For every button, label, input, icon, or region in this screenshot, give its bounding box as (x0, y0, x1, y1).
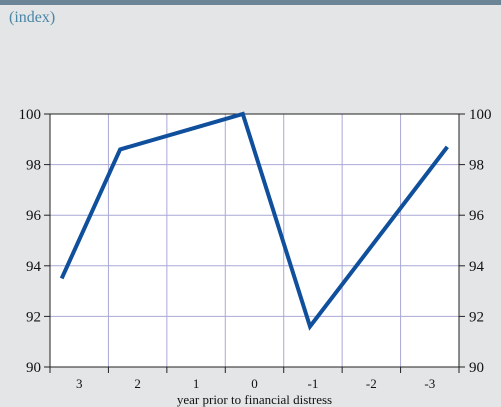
x-tick-label: 2 (134, 376, 141, 391)
y-tick-label-right: 94 (469, 259, 485, 275)
x-tick-label: 0 (251, 376, 258, 391)
x-tick-label: 1 (193, 376, 200, 391)
x-tick-label: -3 (424, 376, 435, 391)
x-axis-title: year prior to financial distress (177, 392, 332, 407)
y-unit-label: (index) (9, 9, 56, 26)
x-tick-label: 3 (76, 376, 83, 391)
y-tick-label-left: 92 (26, 309, 41, 325)
x-tick-label: -2 (366, 376, 377, 391)
y-tick-label-right: 96 (469, 208, 485, 224)
plot-frame (49, 113, 460, 368)
series-line (59, 111, 449, 331)
y-tick-label-right: 100 (469, 107, 492, 123)
y-tick-label-left: 90 (26, 360, 41, 376)
header-bar (0, 0, 501, 5)
y-tick-label-right: 92 (469, 309, 484, 325)
x-tick-label: -1 (308, 376, 319, 391)
y-tick-label-left: 100 (19, 107, 42, 123)
y-tick-label-right: 98 (469, 158, 484, 174)
y-tick-label-left: 96 (26, 208, 42, 224)
y-tick-label-left: 94 (26, 259, 42, 275)
y-tick-label-left: 98 (26, 158, 41, 174)
y-tick-label-right: 90 (469, 360, 484, 376)
